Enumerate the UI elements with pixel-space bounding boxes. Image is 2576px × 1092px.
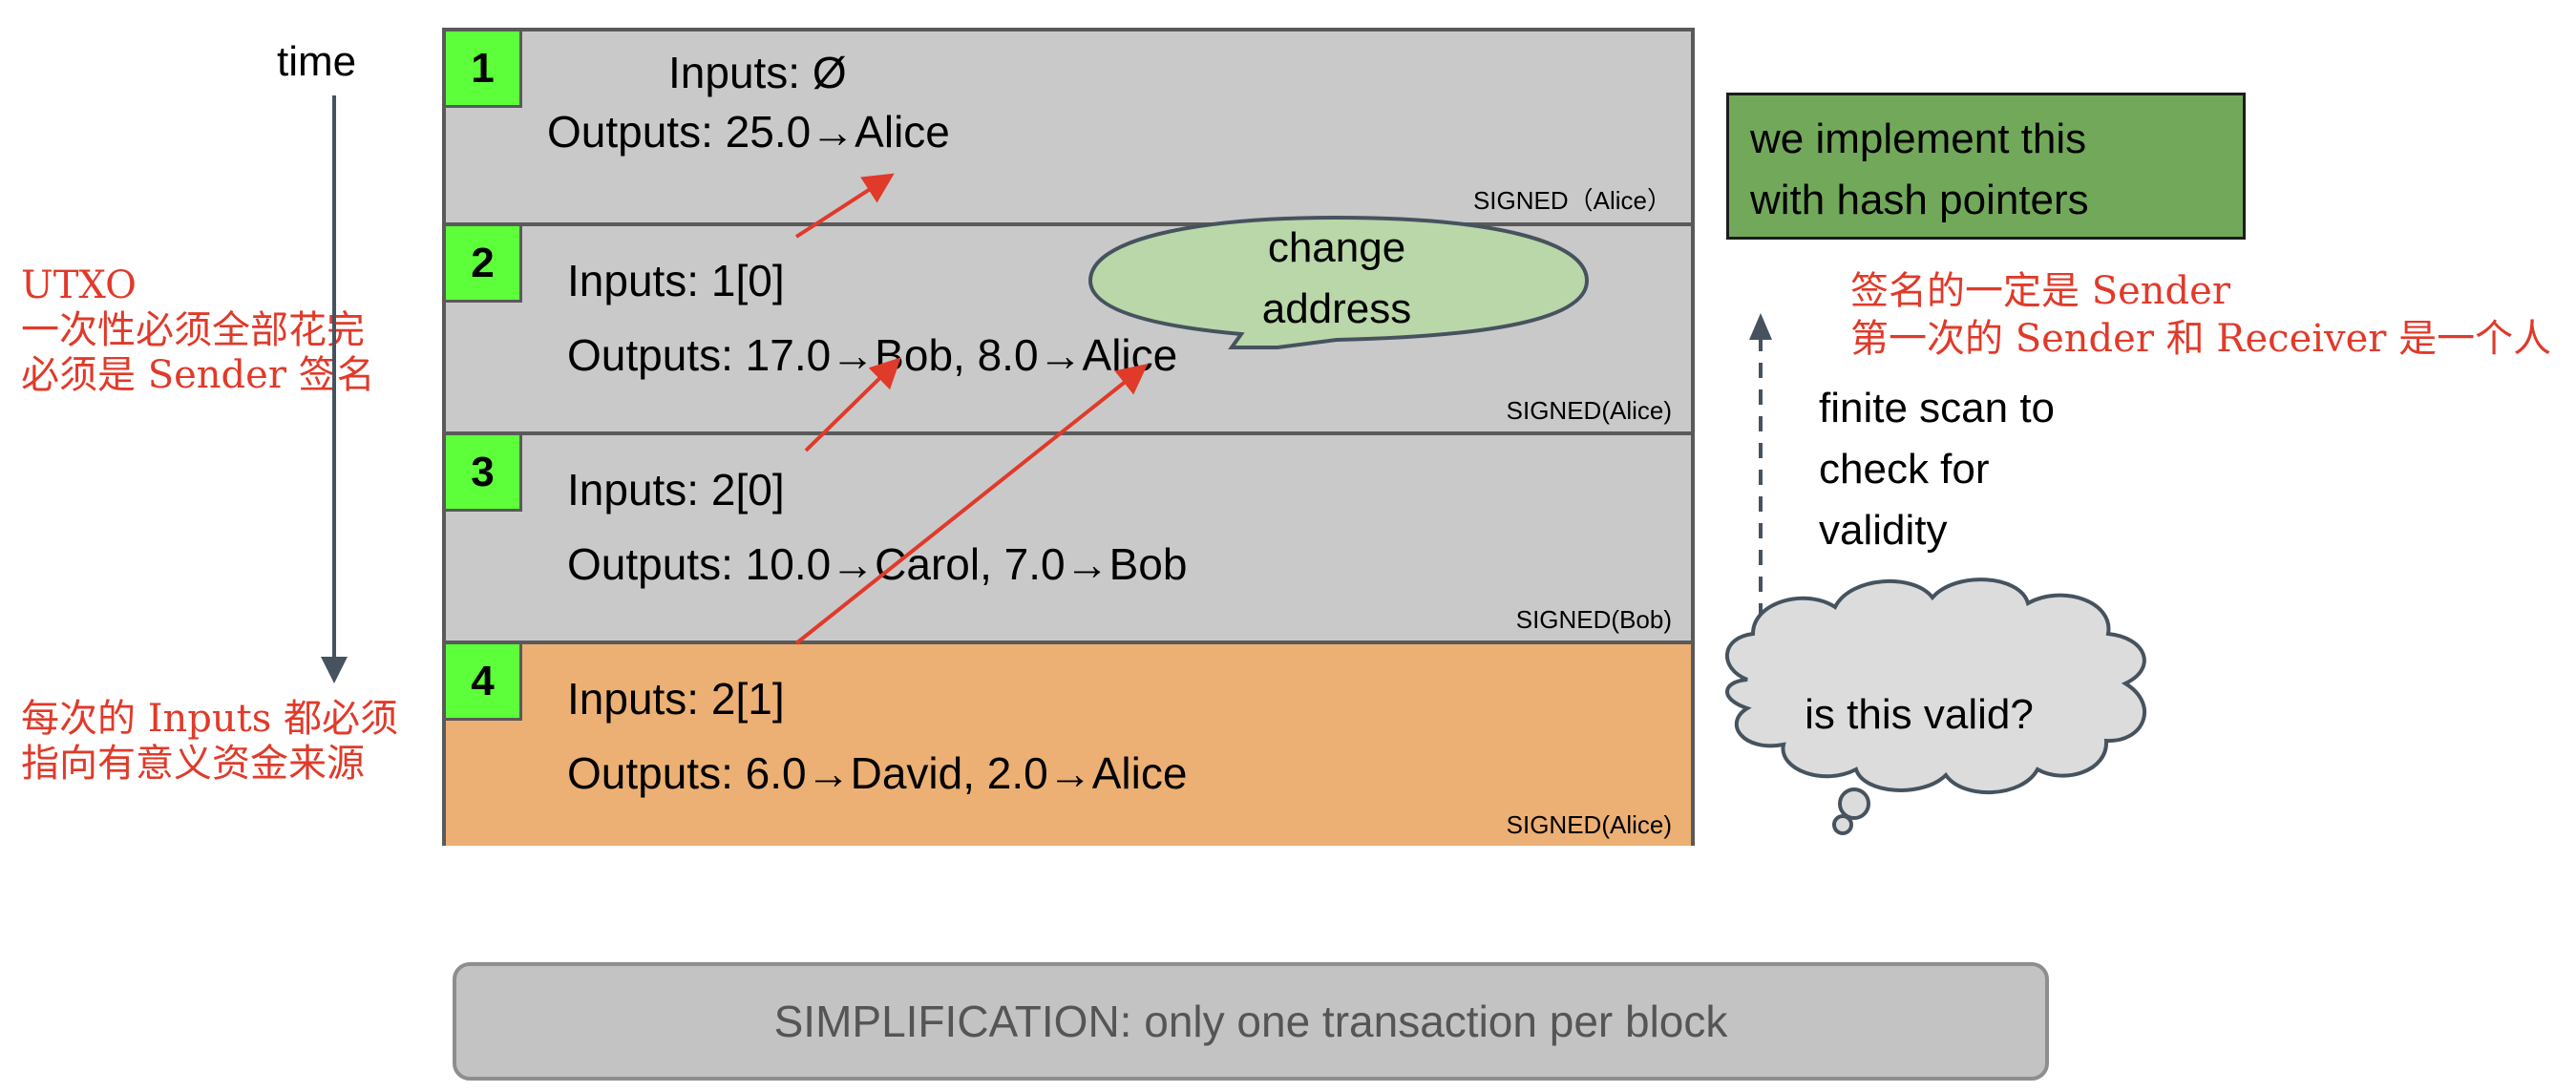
block-number: 2	[446, 226, 522, 303]
block-3: 3 Inputs: 2[0] Outputs: 10.0→Carol, 7.0→…	[446, 431, 1691, 640]
thought-cloud	[1725, 578, 2146, 835]
validity-scan-arrow	[1749, 313, 1772, 645]
finite-scan-note: finite scan to check for validity	[1819, 378, 2055, 561]
block-number: 1	[446, 32, 522, 108]
finite-line: validity	[1819, 507, 1948, 554]
thought-cloud-text: is this valid?	[1805, 691, 2034, 738]
block-number: 4	[446, 644, 522, 721]
time-label: time	[277, 38, 357, 85]
block-outputs: Outputs: 6.0→David, 2.0→Alice	[567, 748, 1188, 798]
pointer-arrow-2-to-1	[794, 173, 895, 239]
change-address-bubble	[1087, 215, 1590, 349]
annotation-line: 一次性必须全部花完	[21, 308, 365, 352]
annotation-line: 第一次的 Sender 和 Receiver 是一个人	[1850, 317, 2552, 361]
bubble-line-2: address	[1261, 285, 1412, 332]
pointer-arrows	[794, 173, 1149, 645]
annotation-line: 必须是 Sender 签名	[21, 353, 375, 397]
change-address-text: change address	[1165, 218, 1509, 340]
time-arrow	[321, 95, 348, 683]
block-signature: SIGNED(Bob)	[1515, 605, 1672, 634]
inputs-annotation: 每次的 Inputs 都必须 指向有意义资金来源	[21, 697, 398, 787]
annotation-line: 签名的一定是 Sender	[1850, 269, 2230, 313]
block-inputs: Inputs: 2[0]	[567, 465, 785, 514]
finite-line: finite scan to	[1819, 385, 2056, 431]
block-signature: SIGNED(Alice)	[1506, 810, 1672, 839]
annotation-line: 指向有意义资金来源	[21, 742, 365, 786]
finite-line: check for	[1819, 446, 1990, 493]
pointer-arrow-3-to-2	[804, 357, 901, 452]
block-1: 1 Inputs: Ø Outputs: 25.0→Alice SIGNED（A…	[446, 32, 1691, 222]
pointer-arrow-4-to-2	[794, 364, 1149, 645]
block-4: 4 Inputs: 2[1] Outputs: 6.0→David, 2.0→A…	[446, 640, 1691, 846]
bubble-line-1: change	[1267, 224, 1406, 271]
block-number: 3	[446, 435, 522, 512]
hash-note-line-2: with hash pointers	[1750, 177, 2089, 223]
hash-pointer-note: we implement this with hash pointers	[1726, 93, 2246, 240]
block-inputs: Inputs: 2[1]	[567, 674, 785, 724]
signature-annotation: 签名的一定是 Sender 第一次的 Sender 和 Receiver 是一个…	[1850, 267, 2551, 363]
simplification-banner: SIMPLIFICATION: only one transaction per…	[453, 962, 2049, 1081]
block-signature: SIGNED(Alice)	[1506, 396, 1672, 425]
block-signature: SIGNED（Alice）	[1472, 186, 1672, 215]
utxo-annotation: UTXO 一次性必须全部花完 必须是 Sender 签名	[21, 263, 375, 398]
block-inputs: Inputs: Ø	[668, 48, 847, 97]
block-outputs: Outputs: 25.0→Alice	[547, 107, 950, 157]
annotation-line: UTXO	[21, 263, 137, 307]
annotation-line: 每次的 Inputs 都必须	[21, 697, 398, 741]
block-inputs: Inputs: 1[0]	[567, 256, 785, 305]
hash-note-line-1: we implement this	[1750, 116, 2087, 162]
